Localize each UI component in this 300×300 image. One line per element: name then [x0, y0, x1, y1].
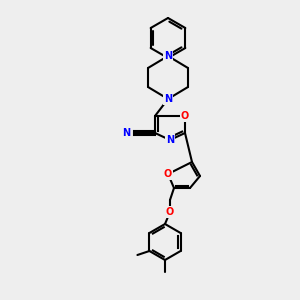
- Text: O: O: [166, 207, 174, 217]
- Text: N: N: [164, 94, 172, 104]
- Text: O: O: [181, 111, 189, 121]
- Text: N: N: [166, 135, 174, 145]
- Text: O: O: [164, 169, 172, 179]
- Text: N: N: [164, 51, 172, 61]
- Text: N: N: [122, 128, 130, 138]
